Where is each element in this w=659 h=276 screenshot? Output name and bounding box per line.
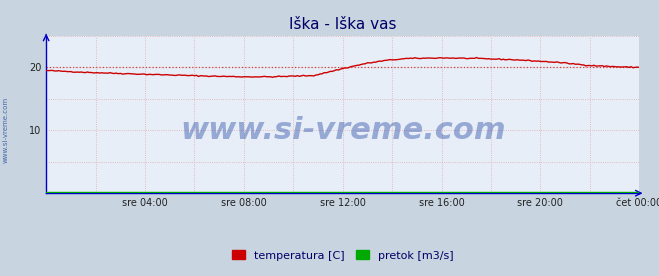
Title: Iška - Iška vas: Iška - Iška vas: [289, 17, 397, 32]
Text: www.si-vreme.com: www.si-vreme.com: [180, 116, 505, 145]
Text: www.si-vreme.com: www.si-vreme.com: [2, 97, 9, 163]
Legend: temperatura [C], pretok [m3/s]: temperatura [C], pretok [m3/s]: [227, 246, 458, 265]
